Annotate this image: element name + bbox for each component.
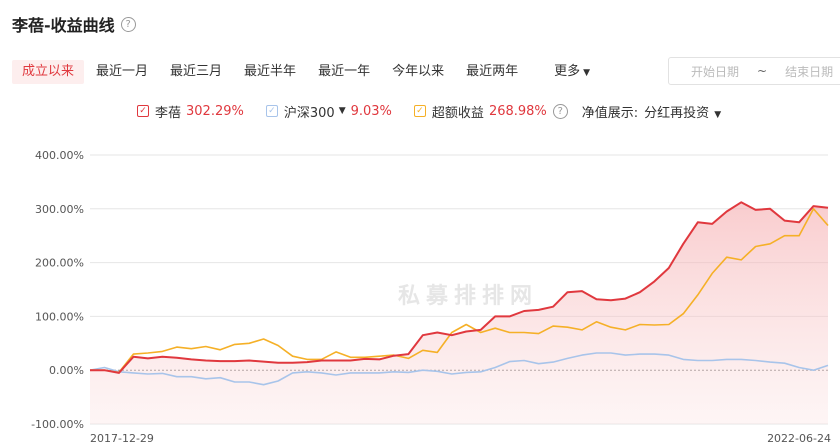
y-tick-label: 200.00%: [35, 257, 84, 270]
help-icon[interactable]: ?: [120, 16, 136, 32]
more-label: 更多: [554, 64, 581, 79]
legend-item-excess[interactable]: ✓ 超额收益 268.98% ?: [413, 102, 568, 121]
start-date-input[interactable]: 开始日期: [691, 64, 740, 79]
help-icon[interactable]: ?: [552, 103, 568, 119]
chart-legend: ✓ 李蓓 302.29% ✓ 沪深300 ▼ 9.03% ✓ 超额收益 268.…: [137, 101, 721, 121]
legend-value-excess: 268.98%: [488, 103, 547, 119]
tab-last-2-years[interactable]: 最近两年: [466, 64, 519, 79]
legend-name-fund: 李蓓: [155, 105, 182, 121]
nav-display-label: 净值展示:: [581, 105, 639, 121]
legend-value-benchmark: 9.03%: [350, 103, 392, 119]
legend-name-excess: 超额收益: [431, 105, 484, 121]
series-line-超额收益: [90, 208, 829, 374]
return-curve-chart: 私募排排网 400.00% 300.00% 200.00% 100.00% 0.00% -…: [31, 149, 831, 444]
nav-display-value: 分红再投资: [644, 105, 710, 121]
series-line-李蓓: [90, 201, 829, 374]
period-tabs: 成立以来 最近一月 最近三月 最近半年 最近一年 今年以来 最近两年 更多 ▼: [12, 60, 602, 84]
tab-ytd[interactable]: 今年以来: [392, 64, 445, 79]
y-tick-label: 100.00%: [35, 310, 84, 323]
legend-item-benchmark[interactable]: ✓ 沪深300 ▼ 9.03%: [265, 102, 392, 121]
chevron-down-icon[interactable]: ▼: [338, 106, 346, 116]
checkbox-checked-icon[interactable]: ✓: [265, 105, 278, 117]
date-range-picker[interactable]: 开始日期 ~ 结束日期: [668, 57, 840, 85]
watermark: 私募排排网: [398, 284, 538, 309]
nav-display-select[interactable]: 分红再投资 ▼: [644, 102, 721, 121]
tab-last-year[interactable]: 最近一年: [318, 64, 371, 79]
series-line-沪深300: [89, 352, 829, 386]
tab-last-3-months[interactable]: 最近三月: [170, 64, 223, 79]
y-tick-label: 400.00%: [35, 149, 84, 162]
series-area-李蓓: [90, 202, 828, 424]
x-tick-label: 2017-12-29: [90, 432, 154, 444]
tab-last-6-months[interactable]: 最近半年: [244, 64, 297, 79]
legend-name-benchmark: 沪深300: [283, 105, 335, 121]
y-tick-label: -100.00%: [31, 418, 84, 431]
y-tick-label: 0.00%: [49, 364, 84, 377]
chevron-down-icon: ▼: [583, 68, 591, 78]
tab-since-inception[interactable]: 成立以来: [12, 60, 85, 84]
y-tick-label: 300.00%: [35, 203, 84, 216]
tab-last-month[interactable]: 最近一月: [96, 64, 149, 79]
legend-value-fund: 302.29%: [186, 103, 244, 119]
x-tick-label: 2022-06-24: [767, 432, 831, 444]
date-separator: ~: [757, 64, 768, 78]
legend-item-fund[interactable]: ✓ 李蓓 302.29%: [137, 102, 244, 121]
checkbox-checked-icon[interactable]: ✓: [413, 105, 426, 117]
end-date-input[interactable]: 结束日期: [785, 64, 834, 79]
page-title: 李蓓-收益曲线 ?: [12, 12, 136, 36]
more-dropdown[interactable]: 更多 ▼: [544, 60, 600, 84]
page-title-text: 李蓓-收益曲线: [12, 16, 115, 35]
checkbox-checked-icon[interactable]: ✓: [137, 105, 149, 117]
chevron-down-icon: ▼: [714, 109, 722, 120]
